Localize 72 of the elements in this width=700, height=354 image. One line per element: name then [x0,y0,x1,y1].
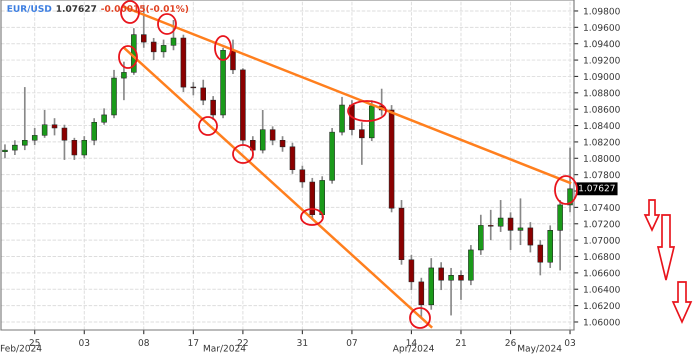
candlestick [408,254,414,291]
candlestick [359,121,365,166]
candlestick [518,198,524,246]
candlestick [418,276,424,319]
x-tick-label: 07 [346,339,357,346]
x-tick-label: 03 [79,339,90,346]
y-tick-label: 1.06200 [584,302,620,310]
candlestick [42,109,48,139]
y-tick-label: 1.09600 [584,24,620,31]
text: May/2024 [518,344,562,354]
candlestick [280,135,286,153]
candlestick [300,164,306,189]
candlestick [538,239,544,276]
candlestick [448,267,454,316]
y-tick-label: 1.09200 [584,56,620,64]
x-tick-label: 22 [238,339,248,346]
candlestick [160,38,166,58]
y-tick-label: 1.07000 [584,236,620,244]
text: Apr/2024 [392,344,434,354]
candlestick [2,144,8,160]
candlestick [260,109,266,154]
candlestick [488,209,494,241]
candlestick [567,146,573,214]
candlestick [290,142,296,175]
candlestick [82,135,88,160]
candlestick [150,37,156,61]
text: 1.07627 [579,184,615,192]
candlestick [498,199,504,233]
candlestick [230,38,236,75]
y-tick-label: 1.09400 [584,40,620,48]
candlestick [508,211,514,251]
candlestick [528,221,534,254]
y-tick-label: 1.08600 [584,106,620,113]
y-tick-label: 1.07400 [584,204,620,211]
x-tick-label: 03 [564,339,576,346]
y-tick-label: 1.06400 [584,286,620,293]
candlestick [170,19,176,52]
y-tick-label: 1.06800 [584,253,620,260]
x-tick-label: 21 [456,339,466,346]
y-tick-label: 1.06600 [584,270,620,276]
candlestick [62,124,68,161]
candlestick [52,117,58,136]
y-tick-label: 1.08400 [584,122,620,130]
x-tick-label: 25 [30,339,40,346]
y-tick-label: 1.06000 [584,318,620,326]
candlestick [270,126,276,146]
y-tick-label: 1.08800 [584,90,620,96]
candlestick [200,78,206,106]
candlestick [210,95,216,121]
y-tick-label: 1.07200 [584,220,620,228]
x-tick-label: 14 [406,339,417,346]
x-tick-label: 26 [505,339,516,346]
candlestick [12,139,18,156]
candlestick [22,86,28,151]
chart-title: EUR/USD [8,5,52,13]
candlestick [91,117,97,146]
candlestick [72,136,78,161]
candlestick [101,108,107,126]
y-tick-label: 1.08200 [584,138,620,146]
y-tick-label: 1.08000 [584,155,620,162]
x-tick-label: 31 [297,339,308,346]
candlestick [121,60,127,102]
text: Feb/2024 [0,344,42,352]
candlestick [32,127,38,146]
y-tick-label: 1.07800 [584,171,620,178]
x-tick-label: 08 [138,339,149,346]
y-tick-label: 1.09000 [584,73,620,80]
candlestick [438,261,444,291]
candlestick [458,270,464,301]
text: Mar/2024 [204,344,246,352]
y-tick-label: 1.09800 [584,8,620,15]
x-tick-label: 17 [188,339,198,346]
